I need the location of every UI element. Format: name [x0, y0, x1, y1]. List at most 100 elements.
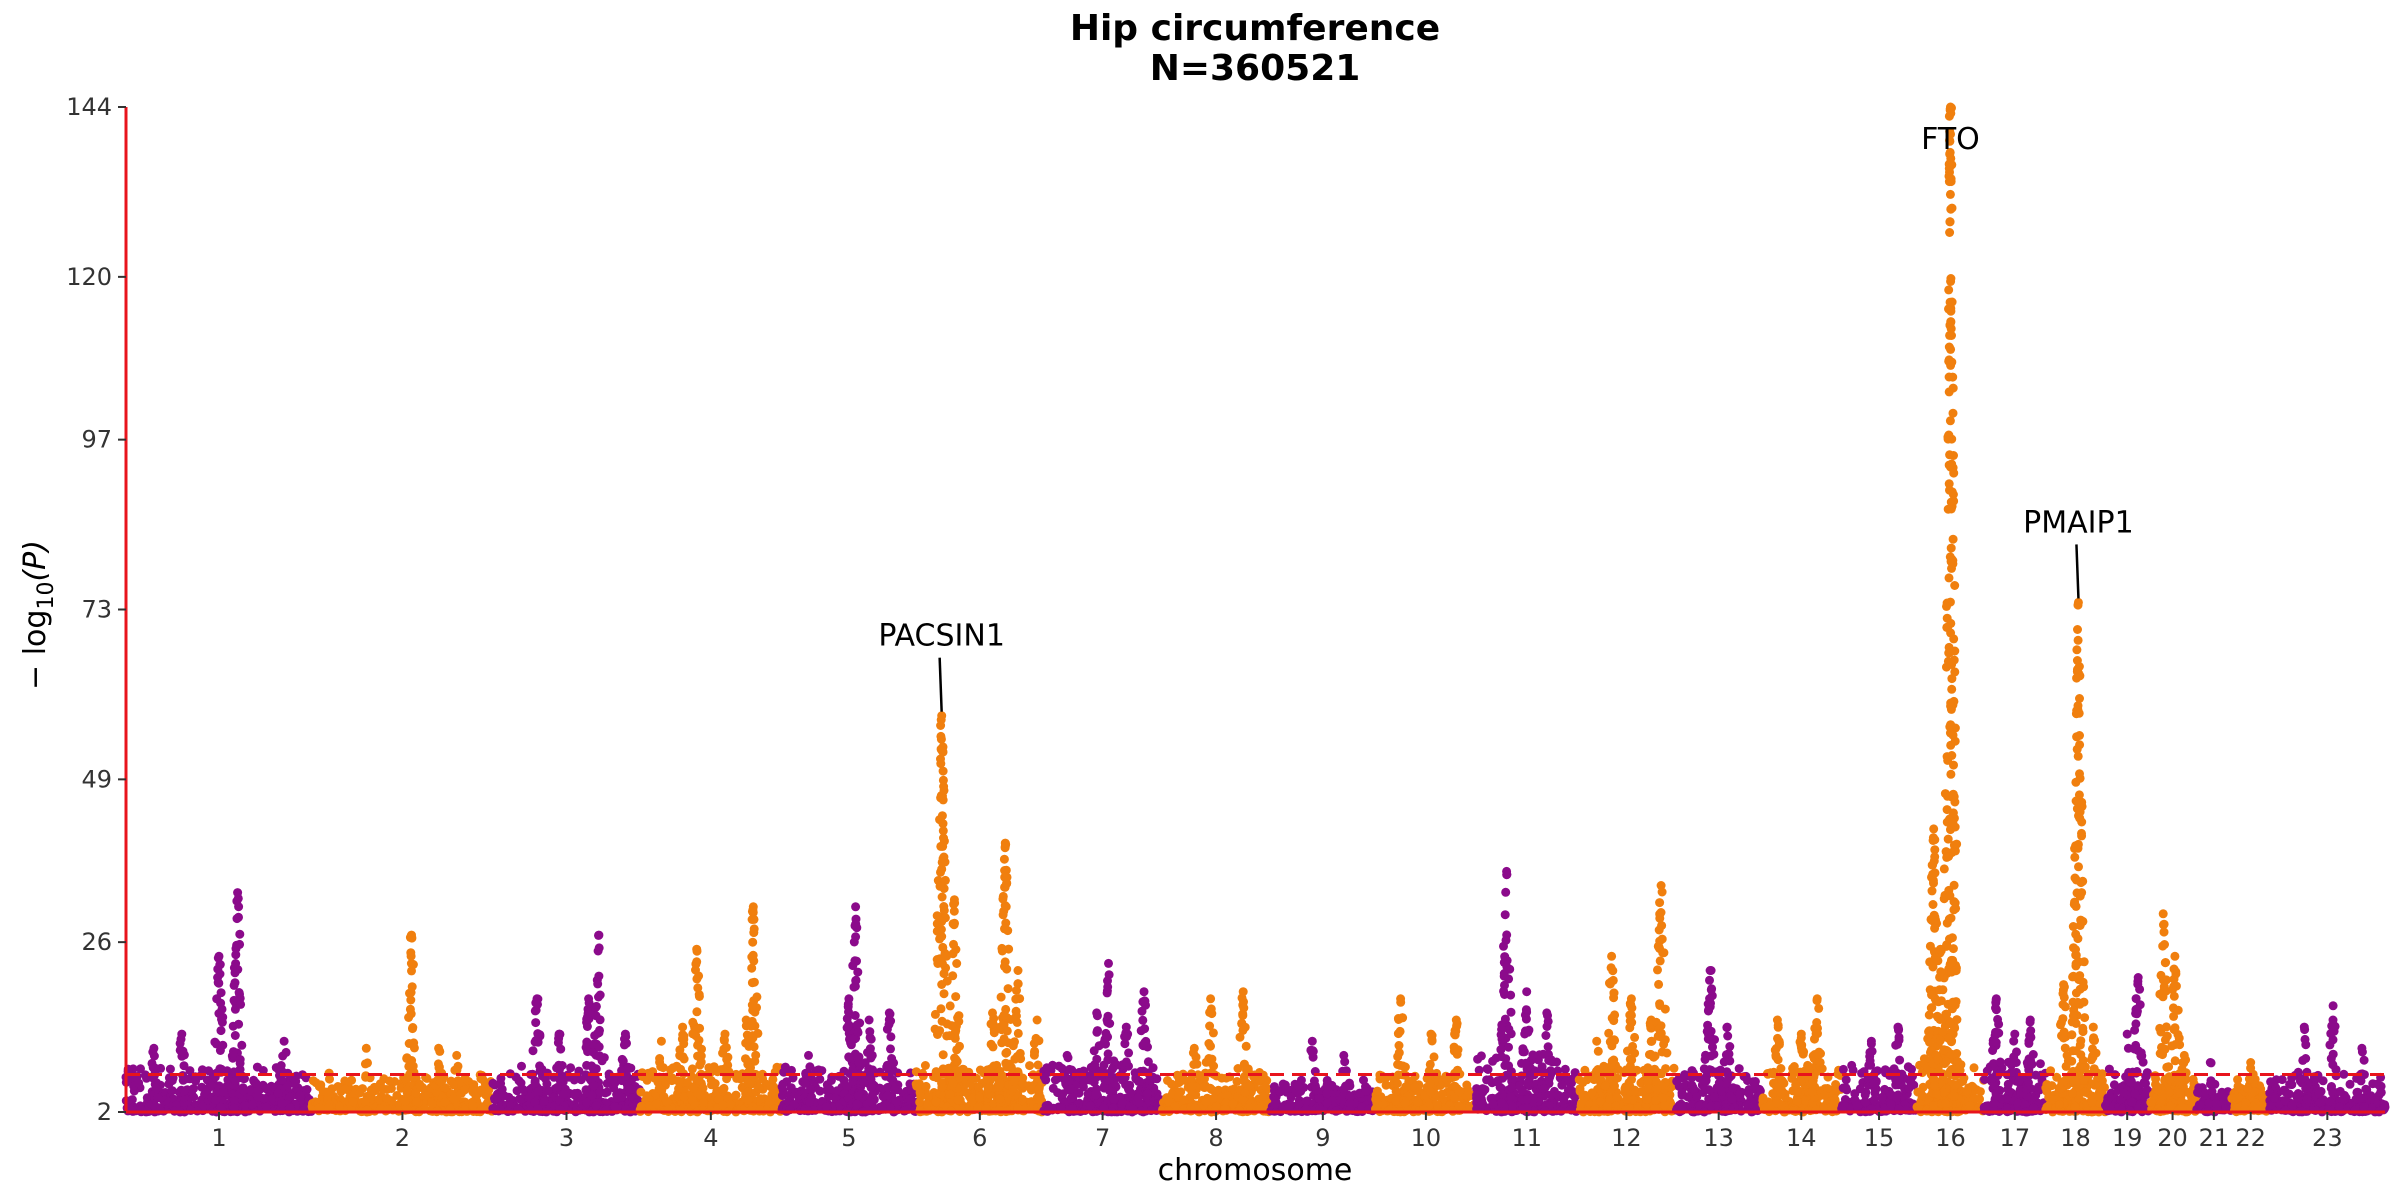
snp-point — [404, 1013, 414, 1022]
snp-point — [1521, 1005, 1531, 1015]
snp-point — [150, 1063, 160, 1073]
snp-point — [999, 854, 1009, 864]
snp-point — [863, 1048, 872, 1057]
snp-point — [449, 1080, 458, 1090]
snp-point — [974, 1082, 983, 1092]
snp-point — [1312, 1085, 1322, 1095]
snp-point — [920, 1061, 930, 1070]
snp-point — [1269, 1082, 1279, 1092]
snp-point — [746, 1105, 755, 1115]
snp-point — [937, 711, 947, 721]
snp-point — [1209, 1061, 1219, 1071]
snp-point — [367, 1087, 377, 1097]
snp-point — [211, 1095, 221, 1105]
snp-point — [693, 1040, 703, 1050]
snp-point — [268, 1094, 277, 1104]
snp-point — [212, 1087, 222, 1097]
snp-point — [1270, 1099, 1280, 1109]
snp-point — [532, 994, 542, 1004]
snp-point — [893, 1068, 903, 1078]
snp-point — [1451, 1015, 1461, 1025]
snp-point — [1506, 990, 1516, 1000]
snp-point — [1626, 994, 1636, 1004]
snp-point — [217, 1014, 226, 1024]
snp-point — [651, 1099, 661, 1109]
snp-point — [400, 1097, 410, 1106]
snp-point — [531, 1018, 541, 1028]
snp-point — [748, 950, 758, 960]
snp-point — [938, 746, 948, 756]
snp-point — [851, 919, 861, 929]
snp-point — [718, 1100, 728, 1110]
snp-point — [1483, 1065, 1493, 1074]
snp-point — [215, 1046, 225, 1055]
snp-point — [230, 1031, 240, 1040]
snp-point — [843, 1002, 853, 1012]
snp-point — [949, 920, 959, 930]
data-points — [121, 102, 2390, 1117]
snp-point — [826, 1076, 836, 1085]
snp-point — [422, 1073, 432, 1083]
snp-point — [865, 1097, 875, 1106]
snp-point — [1261, 1082, 1271, 1092]
snp-point — [1504, 1042, 1513, 1052]
snp-point — [952, 959, 962, 968]
snp-point — [1623, 1046, 1632, 1056]
snp-point — [570, 1090, 580, 1100]
snp-point — [1488, 1056, 1498, 1066]
snp-point — [1359, 1075, 1368, 1085]
snp-point — [1025, 1061, 1035, 1071]
snp-point — [911, 1079, 921, 1089]
snp-point — [751, 1050, 761, 1060]
snp-point — [676, 1064, 686, 1074]
snp-point — [948, 971, 958, 981]
snp-point — [593, 1028, 603, 1038]
snp-point — [935, 1026, 945, 1036]
snp-point — [1001, 902, 1011, 912]
snp-point — [940, 875, 950, 885]
snp-point — [1003, 984, 1013, 994]
snp-point — [884, 1008, 894, 1018]
snp-point — [1608, 966, 1618, 976]
snp-point — [1145, 1075, 1154, 1085]
snp-point — [1453, 1045, 1463, 1055]
snp-point — [999, 1010, 1009, 1020]
snp-point — [936, 731, 946, 741]
snp-point — [1143, 1089, 1152, 1099]
snp-point — [1103, 1032, 1113, 1042]
snp-point — [851, 975, 861, 985]
snp-point — [1035, 1092, 1045, 1102]
snp-point — [1502, 866, 1512, 876]
snp-point — [659, 1092, 669, 1102]
snp-point — [1134, 1076, 1144, 1086]
snp-point — [175, 1038, 185, 1048]
snp-point — [975, 1093, 984, 1103]
snp-point — [239, 1086, 248, 1096]
snp-point — [998, 910, 1008, 920]
snp-point — [768, 1074, 778, 1084]
snp-point — [420, 1091, 430, 1101]
snp-point — [235, 929, 245, 939]
snp-point — [1437, 1089, 1447, 1099]
snp-point — [247, 1100, 257, 1110]
snp-point — [852, 1020, 862, 1030]
snp-point — [385, 1076, 394, 1086]
snp-point — [273, 1088, 283, 1098]
snp-point — [382, 1093, 392, 1103]
snp-point — [1238, 987, 1248, 997]
snp-point — [134, 1078, 144, 1088]
snp-point — [1398, 1061, 1408, 1071]
snp-point — [937, 1078, 947, 1088]
snp-point — [360, 1096, 370, 1106]
snp-point — [1124, 1048, 1134, 1058]
snp-point — [743, 1078, 753, 1088]
snp-point — [1627, 1018, 1637, 1027]
snp-point — [937, 917, 947, 926]
snp-point — [1099, 1060, 1109, 1070]
snp-point — [800, 1078, 810, 1088]
snp-point — [1539, 1068, 1549, 1078]
snp-point — [882, 1062, 892, 1072]
snp-point — [262, 1083, 272, 1093]
